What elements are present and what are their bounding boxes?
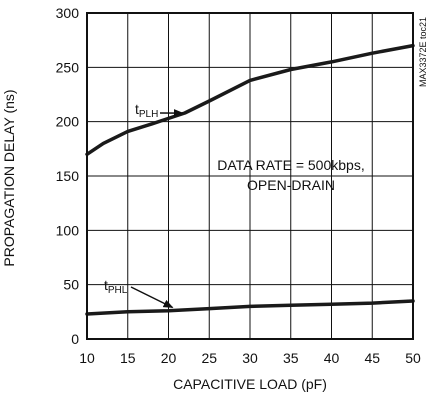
series-labels: tPLH tPHL [104,101,184,309]
x-tick-label: 35 [283,350,299,366]
annotation-line-2: OPEN-DRAIN [247,177,335,193]
y-axis-label: PROPAGATION DELAY (ns) [1,89,17,266]
x-tick-label: 40 [324,350,340,366]
x-tick-labels: 10 15 20 25 30 35 40 45 50 [79,350,421,366]
annotation-line-1: DATA RATE = 500kbps, [217,157,364,173]
y-tick-label: 200 [56,114,80,130]
x-tick-label: 30 [242,350,258,366]
x-tick-label: 25 [201,350,217,366]
series-group [85,43,415,316]
y-tick-label: 300 [56,5,80,21]
y-tick-label: 250 [56,59,80,75]
x-axis-label: CAPACITIVE LOAD (pF) [173,376,327,392]
x-tick-label: 50 [405,350,421,366]
series-arrow-tphl [130,286,174,309]
figure-id-label: MAX3372E toc21 [418,17,428,87]
y-tick-label: 50 [63,277,79,293]
series-label-tphl: tPHL [104,277,128,296]
y-tick-labels: 0 50 100 150 200 250 300 [56,5,80,347]
x-tick-label: 45 [364,350,380,366]
y-tick-label: 0 [71,331,79,347]
series-line-tplh [85,43,415,157]
y-tick-label: 100 [56,222,80,238]
x-tick-label: 15 [120,350,136,366]
series-line-tphl [85,299,415,316]
grid [87,13,413,339]
series-label-tplh: tPLH [135,101,158,120]
plot-frame [86,12,414,340]
x-tick-label: 20 [161,350,177,366]
y-tick-label: 150 [56,168,80,184]
x-tick-label: 10 [79,350,95,366]
